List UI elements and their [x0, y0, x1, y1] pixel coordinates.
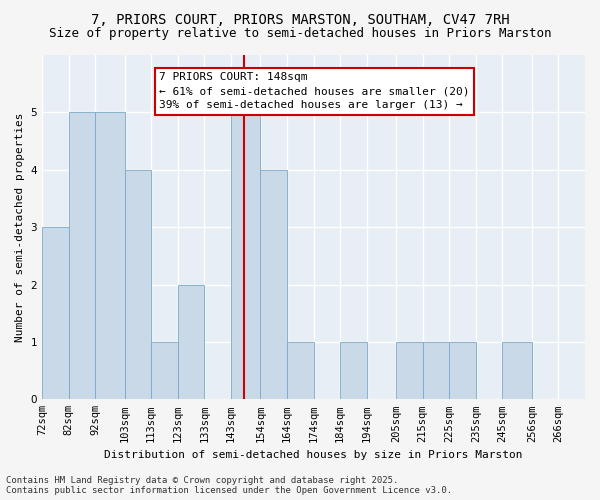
Text: 7 PRIORS COURT: 148sqm
← 61% of semi-detached houses are smaller (20)
39% of sem: 7 PRIORS COURT: 148sqm ← 61% of semi-det…: [159, 72, 470, 110]
Bar: [260, 170, 287, 400]
Bar: [287, 342, 314, 400]
Bar: [151, 342, 178, 400]
Y-axis label: Number of semi-detached properties: Number of semi-detached properties: [15, 112, 25, 342]
Text: Size of property relative to semi-detached houses in Priors Marston: Size of property relative to semi-detach…: [49, 28, 551, 40]
Bar: [178, 284, 205, 400]
Bar: [95, 112, 125, 400]
Text: Contains HM Land Registry data © Crown copyright and database right 2025.
Contai: Contains HM Land Registry data © Crown c…: [6, 476, 452, 495]
Bar: [449, 342, 476, 400]
Bar: [231, 112, 260, 400]
Bar: [68, 112, 95, 400]
Bar: [42, 227, 68, 400]
Bar: [125, 170, 151, 400]
Bar: [502, 342, 532, 400]
Bar: [396, 342, 422, 400]
X-axis label: Distribution of semi-detached houses by size in Priors Marston: Distribution of semi-detached houses by …: [104, 450, 523, 460]
Text: 7, PRIORS COURT, PRIORS MARSTON, SOUTHAM, CV47 7RH: 7, PRIORS COURT, PRIORS MARSTON, SOUTHAM…: [91, 12, 509, 26]
Bar: [340, 342, 367, 400]
Bar: [422, 342, 449, 400]
